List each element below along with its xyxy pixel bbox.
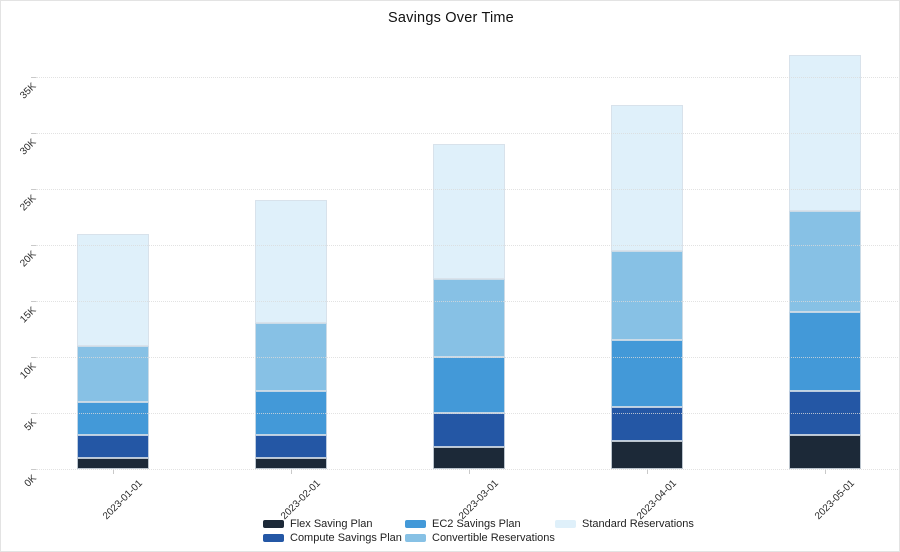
x-axis-label: 2023-04-01: [634, 478, 679, 522]
x-axis-tick: [468, 469, 470, 474]
bar-segment[interactable]: [77, 233, 149, 346]
bar-segment[interactable]: [789, 211, 861, 313]
x-axis-label: 2023-01-01: [100, 478, 145, 522]
y-axis-tick: [31, 468, 36, 470]
legend-label: Standard Reservations: [582, 518, 694, 530]
bar-segment[interactable]: [255, 323, 327, 391]
bar-segment[interactable]: [789, 54, 861, 212]
legend-item-compute-savings-plan[interactable]: Compute Savings Plan: [263, 532, 402, 544]
bar-segment[interactable]: [611, 250, 683, 341]
legend-label: Flex Saving Plan: [290, 518, 373, 530]
y-axis-label: 35K: [18, 81, 39, 102]
bar-segment[interactable]: [611, 407, 683, 441]
bar-segment[interactable]: [789, 390, 861, 436]
gridline: [36, 132, 898, 134]
bar-segment[interactable]: [611, 441, 683, 469]
legend-item-standard-reservations[interactable]: Standard Reservations: [555, 518, 694, 530]
legend-label: EC2 Savings Plan: [432, 518, 521, 530]
legend-label: Compute Savings Plan: [290, 532, 402, 544]
legend-label: Convertible Reservations: [432, 532, 555, 544]
y-axis-label: 20K: [18, 249, 39, 270]
bar-segment[interactable]: [77, 345, 149, 402]
legend-item-flex-saving-plan[interactable]: Flex Saving Plan: [263, 518, 373, 530]
y-axis-label: 15K: [18, 305, 39, 326]
legend-item-convertible-reservations[interactable]: Convertible Reservations: [405, 532, 555, 544]
bar-segment[interactable]: [255, 200, 327, 324]
gridline: [36, 76, 898, 78]
x-axis-label: 2023-05-01: [812, 478, 857, 522]
bar-segment[interactable]: [789, 312, 861, 391]
x-axis-tick: [646, 469, 648, 474]
y-axis-tick: [31, 76, 36, 78]
x-axis-tick: [112, 469, 114, 474]
bar-segment[interactable]: [77, 435, 149, 458]
legend-item-ec2-savings-plan[interactable]: EC2 Savings Plan: [405, 518, 521, 530]
legend-swatch-icon: [263, 520, 284, 528]
y-axis-tick: [31, 244, 36, 246]
y-axis-label: 25K: [18, 193, 39, 214]
bar-segment[interactable]: [611, 105, 683, 251]
x-axis-tick: [290, 469, 292, 474]
bar-segment[interactable]: [789, 435, 861, 469]
y-axis-label: 30K: [18, 137, 39, 158]
bar-segment[interactable]: [433, 357, 505, 413]
legend-swatch-icon: [405, 520, 426, 528]
x-axis-tick: [824, 469, 826, 474]
bar-segment[interactable]: [255, 390, 327, 436]
bar-segment[interactable]: [433, 413, 505, 447]
x-axis-label: 2023-03-01: [456, 478, 501, 522]
bar-segment[interactable]: [255, 457, 327, 469]
bar-segment[interactable]: [433, 144, 505, 279]
legend-swatch-icon: [555, 520, 576, 528]
y-axis-tick: [31, 412, 36, 414]
y-axis-tick: [31, 132, 36, 134]
y-axis-tick: [31, 356, 36, 358]
x-axis-label: 2023-02-01: [278, 478, 323, 522]
y-axis-tick: [31, 188, 36, 190]
y-axis-label: 5K: [22, 417, 39, 434]
bar-segment[interactable]: [611, 340, 683, 408]
bar-segment[interactable]: [255, 435, 327, 458]
bar-segment[interactable]: [77, 457, 149, 469]
y-axis-label: 0K: [22, 473, 39, 490]
bar-segment[interactable]: [433, 446, 505, 469]
chart-title: Savings Over Time: [388, 10, 514, 26]
bar-segment[interactable]: [433, 278, 505, 357]
legend-swatch-icon: [263, 534, 284, 542]
y-axis-tick: [31, 300, 36, 302]
y-axis-label: 10K: [18, 361, 39, 382]
legend-swatch-icon: [405, 534, 426, 542]
bar-segment[interactable]: [77, 401, 149, 436]
